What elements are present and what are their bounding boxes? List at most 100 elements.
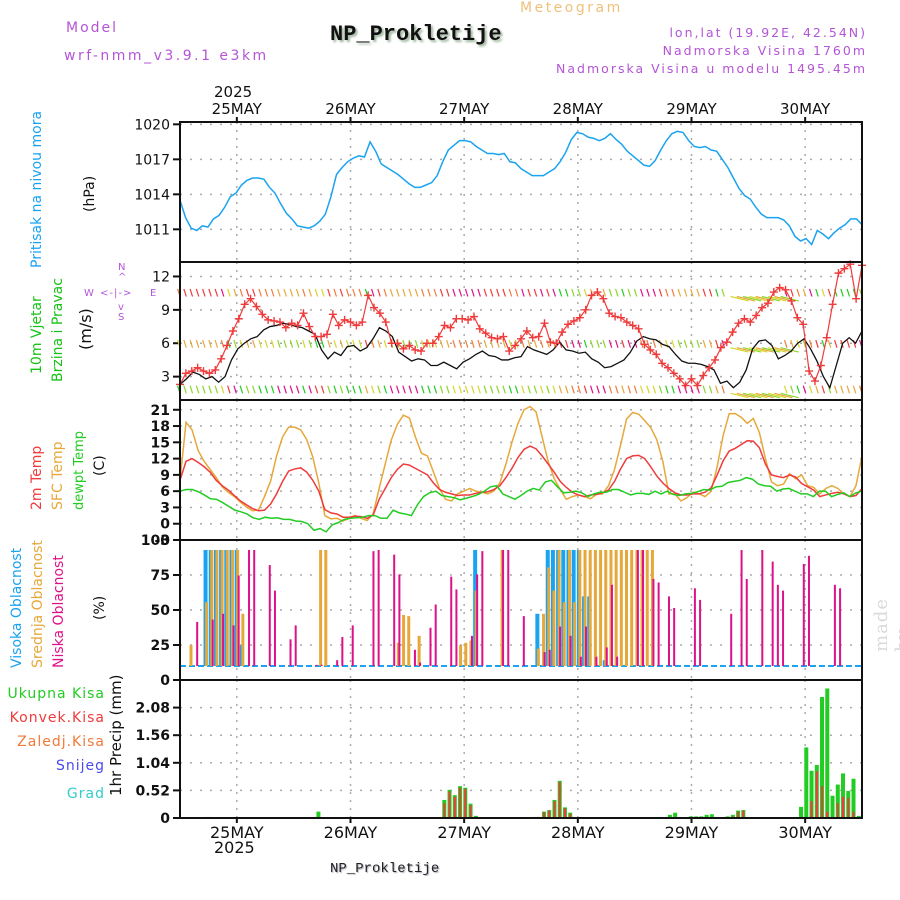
wind-gust-marker bbox=[852, 294, 861, 303]
wind-arrow bbox=[471, 288, 475, 297]
wind-arrow bbox=[539, 385, 544, 394]
wind-arrow bbox=[846, 339, 851, 348]
wind-gust-marker bbox=[293, 321, 302, 330]
wind-gust-marker bbox=[317, 332, 326, 341]
wind-arrow bbox=[721, 385, 725, 394]
wind-arrow bbox=[546, 288, 550, 297]
wind-arrow bbox=[214, 385, 219, 394]
station-lonlat: lon,lat (19.92E, 42.54N) bbox=[669, 25, 867, 40]
wind-arrow bbox=[652, 288, 657, 297]
wind-gust-marker bbox=[740, 314, 749, 323]
wind-arrow bbox=[370, 385, 375, 394]
precip-bar-total bbox=[830, 795, 835, 818]
wind-arrow bbox=[846, 385, 851, 394]
wind-arrow bbox=[808, 385, 813, 394]
wind-arrow bbox=[508, 339, 513, 348]
wind-arrow bbox=[564, 339, 569, 348]
wind-arrow bbox=[270, 385, 275, 394]
wind-arrow bbox=[640, 288, 644, 297]
wind-gust-marker bbox=[381, 318, 390, 327]
wind-arrow bbox=[320, 288, 325, 297]
precip-bar-conv bbox=[852, 811, 855, 818]
wind-arrow bbox=[790, 339, 794, 348]
bottom-year: 2025 bbox=[214, 838, 255, 857]
wind-arrow bbox=[352, 288, 356, 297]
x-tick-label-top: 28MAY bbox=[553, 100, 604, 118]
wind-gust-marker bbox=[810, 377, 819, 386]
wind-arrow bbox=[377, 385, 381, 394]
wind-speed-line bbox=[179, 322, 863, 390]
wind-arrow bbox=[483, 339, 488, 348]
y-tick-label: 6 bbox=[161, 336, 170, 352]
cloud-bar-mid bbox=[230, 550, 234, 666]
wind-arrow bbox=[377, 339, 381, 348]
wind-arrow bbox=[539, 288, 544, 297]
wind-arrow bbox=[658, 288, 663, 297]
precip-legend-conv: Konvek.Kisa bbox=[9, 710, 105, 726]
precip-bar-conv bbox=[810, 801, 813, 818]
wind-arrow bbox=[414, 339, 419, 348]
precip-bar-conv bbox=[542, 812, 545, 818]
precip-bar-conv bbox=[847, 797, 850, 818]
wind-arrow bbox=[665, 385, 669, 394]
wind-arrow bbox=[702, 385, 707, 394]
cloud-bar-low bbox=[699, 599, 702, 666]
wind-arrow bbox=[802, 339, 807, 348]
wind-arrow bbox=[527, 385, 531, 394]
wind-arrow bbox=[780, 347, 799, 353]
wind-gust-marker bbox=[328, 310, 337, 319]
precip-bar-total bbox=[835, 784, 840, 818]
wind-arrow bbox=[621, 288, 625, 297]
wind-arrow bbox=[583, 339, 588, 348]
x-tick-label-bottom: 28MAY bbox=[551, 823, 605, 842]
model-name: wrf-nmm_v3.9.1 e3km bbox=[64, 48, 269, 64]
wind-arrow bbox=[730, 392, 749, 399]
x-tick-label-top: 29MAY bbox=[666, 100, 717, 118]
x-tick-label-top: 27MAY bbox=[439, 100, 490, 118]
wind-gust-marker bbox=[564, 320, 573, 329]
wind-arrow bbox=[283, 385, 287, 394]
model-elevation: Nadmorska Visina u modelu 1495.45m bbox=[556, 61, 867, 76]
wind-arrow bbox=[496, 385, 500, 394]
wind-arrow bbox=[333, 385, 337, 394]
y-tick-label: 9 bbox=[160, 468, 170, 484]
wind-arrow bbox=[708, 288, 713, 297]
wind-gust-marker bbox=[722, 338, 731, 347]
wind-gust-marker bbox=[223, 341, 232, 350]
wind-gust-marker bbox=[270, 316, 279, 325]
wind-arrow bbox=[677, 385, 682, 394]
wind-gust-marker bbox=[346, 318, 355, 327]
cloud-bar-low bbox=[616, 656, 619, 666]
wind-arrow bbox=[233, 288, 237, 297]
y-tick-label: 1.04 bbox=[135, 756, 170, 772]
cloud-bar-mid bbox=[645, 550, 649, 666]
wind-arrow bbox=[489, 288, 494, 297]
wind-gust-marker bbox=[417, 347, 426, 356]
wind-arrow bbox=[464, 385, 469, 394]
wind-arrow bbox=[239, 288, 244, 297]
cloud-bar-low bbox=[559, 626, 562, 666]
precip-bar-conv bbox=[569, 813, 572, 818]
wind-arrow bbox=[768, 392, 787, 399]
cloud-bar-mid bbox=[464, 642, 468, 666]
wind-arrow bbox=[496, 288, 500, 297]
cloud-bar-low bbox=[248, 550, 251, 666]
wind-arrow bbox=[333, 288, 337, 297]
wind-gust-marker bbox=[540, 319, 549, 328]
wind-gust-marker bbox=[246, 294, 255, 303]
wind-arrow bbox=[339, 385, 344, 394]
wind-arrow bbox=[508, 385, 513, 394]
cloud-bar-low bbox=[507, 550, 510, 666]
wind-arrow bbox=[834, 339, 838, 348]
wind-arrow bbox=[489, 339, 494, 348]
wind-arrow bbox=[564, 288, 569, 297]
wind-arrow bbox=[402, 288, 406, 297]
wind-arrow bbox=[546, 385, 550, 394]
wind-arrow bbox=[546, 339, 550, 348]
y-tick-label: 12 bbox=[151, 452, 170, 468]
wind-arrow bbox=[446, 288, 450, 297]
wind-arrow bbox=[846, 288, 851, 297]
wind-arrow bbox=[730, 347, 749, 353]
cloud-bar-mid bbox=[459, 645, 463, 666]
wind-arrow bbox=[377, 288, 381, 297]
